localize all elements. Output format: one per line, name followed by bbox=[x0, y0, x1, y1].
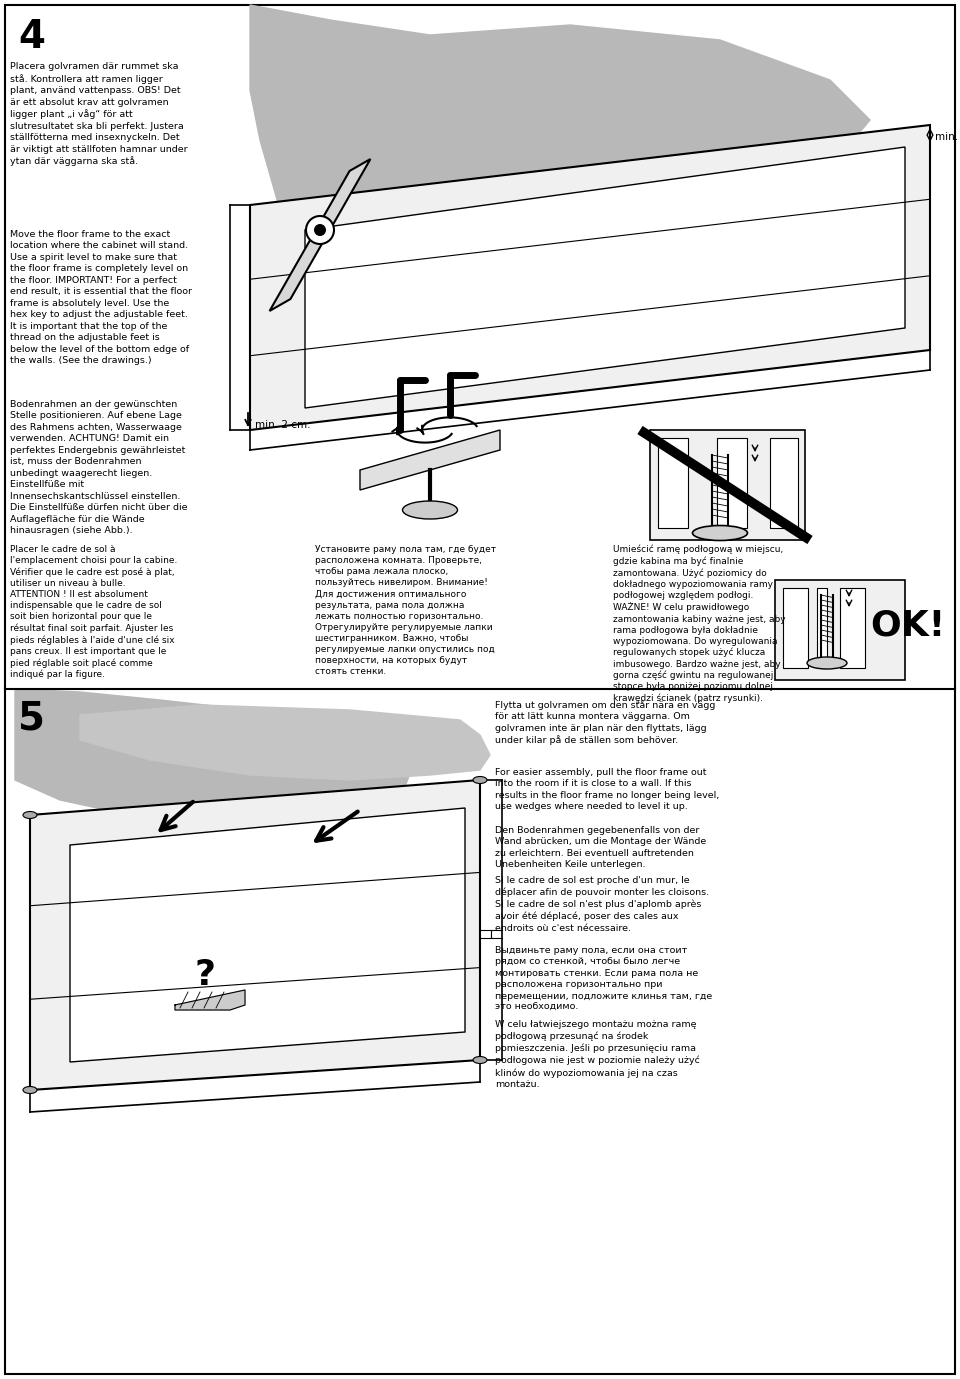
Polygon shape bbox=[15, 690, 415, 821]
Text: 5: 5 bbox=[18, 701, 45, 738]
Text: For easier assembly, pull the floor frame out
into the room if it is close to a : For easier assembly, pull the floor fram… bbox=[495, 768, 719, 811]
Polygon shape bbox=[250, 125, 930, 430]
Text: Placera golvramen där rummet ska
stå. Kontrollera att ramen ligger
plant, använd: Placera golvramen där rummet ska stå. Ko… bbox=[10, 62, 187, 165]
Text: Выдвиньте раму пола, если она стоит
рядом со стенкой, чтобы было легче
монтирова: Выдвиньте раму пола, если она стоит рядо… bbox=[495, 946, 712, 1012]
Text: Placer le cadre de sol à
l'emplacement choisi pour la cabine.
Vérifier que le ca: Placer le cadre de sol à l'emplacement c… bbox=[10, 545, 178, 680]
Polygon shape bbox=[250, 6, 870, 230]
Polygon shape bbox=[270, 159, 371, 310]
Text: Move the floor frame to the exact
location where the cabinet will stand.
Use a s: Move the floor frame to the exact locati… bbox=[10, 230, 192, 365]
Bar bbox=[840, 587, 865, 667]
Text: Si le cadre de sol est proche d'un mur, le
déplacer afin de pouvoir monter les c: Si le cadre de sol est proche d'un mur, … bbox=[495, 876, 709, 932]
Ellipse shape bbox=[23, 1087, 37, 1094]
Text: min. 2 cm.: min. 2 cm. bbox=[255, 421, 310, 430]
Bar bbox=[717, 439, 747, 528]
Text: ?: ? bbox=[195, 958, 215, 992]
Text: min. 2 cm.: min. 2 cm. bbox=[935, 132, 960, 142]
Ellipse shape bbox=[473, 1056, 487, 1063]
Bar bbox=[775, 581, 905, 680]
Text: Установите раму пола там, где будет
расположена комната. Проверьте,
чтобы рама л: Установите раму пола там, где будет расп… bbox=[315, 545, 496, 676]
Bar bbox=[650, 430, 805, 541]
Ellipse shape bbox=[473, 776, 487, 783]
Circle shape bbox=[314, 223, 326, 236]
Polygon shape bbox=[305, 148, 905, 408]
Bar bbox=[783, 587, 808, 667]
Bar bbox=[658, 439, 688, 528]
Ellipse shape bbox=[402, 501, 458, 519]
Text: OK!: OK! bbox=[870, 608, 946, 643]
Circle shape bbox=[306, 217, 334, 244]
Polygon shape bbox=[360, 430, 500, 490]
Bar bbox=[817, 587, 827, 667]
Text: Den Bodenrahmen gegebenenfalls von der
Wand abrücken, um die Montage der Wände
z: Den Bodenrahmen gegebenenfalls von der W… bbox=[495, 826, 707, 869]
Text: Bodenrahmen an der gewünschten
Stelle positionieren. Auf ebene Lage
des Rahmens : Bodenrahmen an der gewünschten Stelle po… bbox=[10, 400, 187, 535]
Text: W celu łatwiejszego montażu można ramę
podłogową przesunąć na środek
pomieszczen: W celu łatwiejszego montażu można ramę p… bbox=[495, 1020, 700, 1089]
Polygon shape bbox=[70, 808, 465, 1062]
Polygon shape bbox=[80, 705, 490, 781]
Polygon shape bbox=[30, 781, 480, 1089]
Text: 4: 4 bbox=[18, 18, 45, 57]
Ellipse shape bbox=[23, 811, 37, 819]
Ellipse shape bbox=[807, 656, 847, 669]
Text: Flytta ut golvramen om den står nära en vägg
för att lätt kunna montera väggarna: Flytta ut golvramen om den står nära en … bbox=[495, 701, 715, 746]
Text: Umieścić ramę podłogową w miejscu,
gdzie kabina ma być finalnie
zamontowana. Uży: Umieścić ramę podłogową w miejscu, gdzie… bbox=[613, 545, 785, 703]
Ellipse shape bbox=[692, 525, 748, 541]
Bar bbox=[770, 439, 798, 528]
Polygon shape bbox=[175, 990, 245, 1009]
